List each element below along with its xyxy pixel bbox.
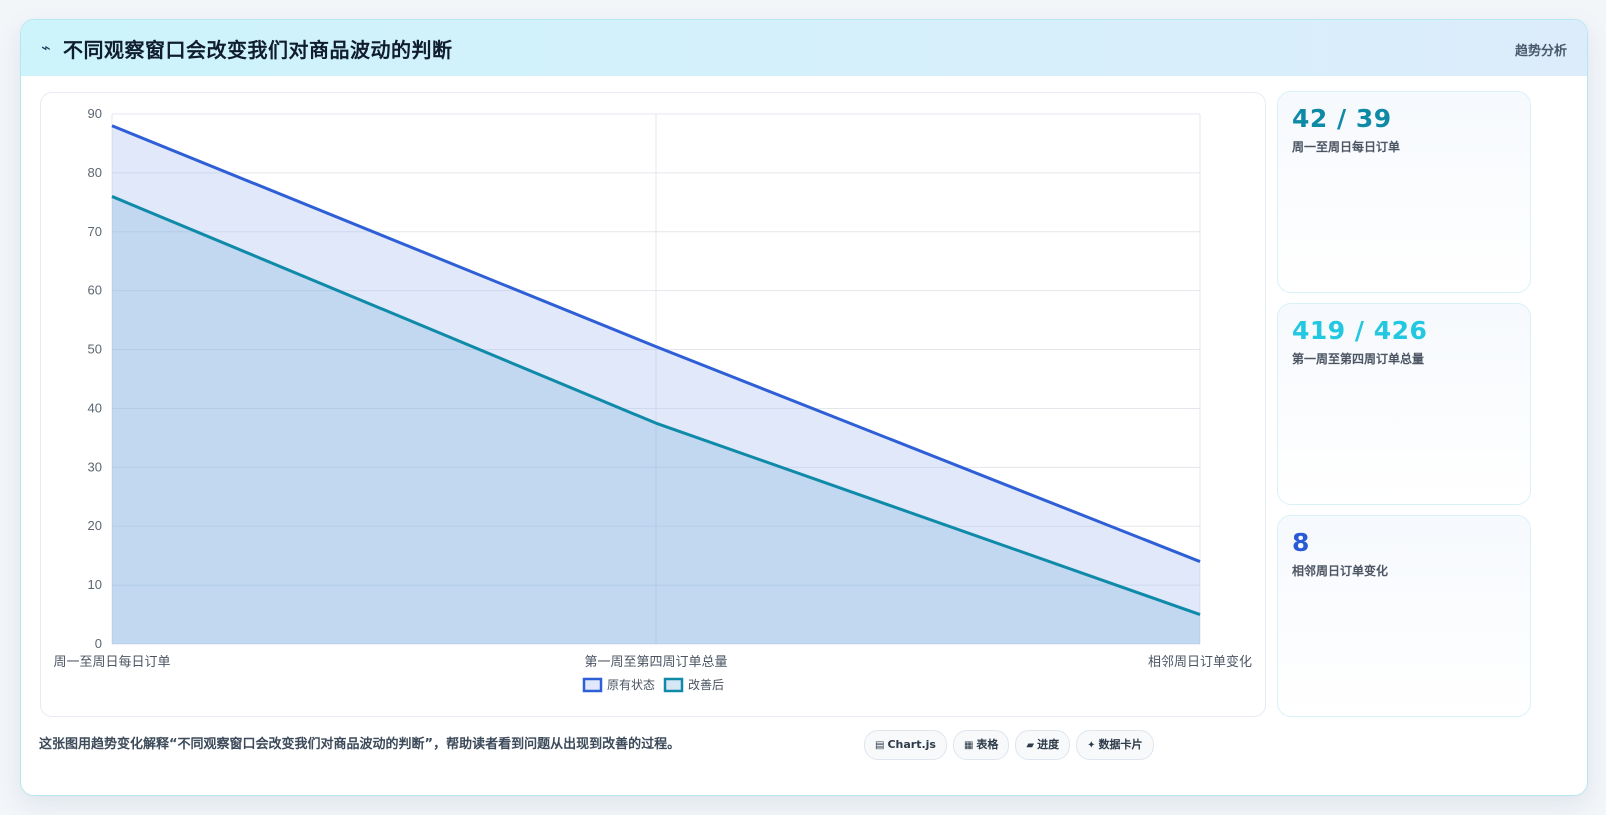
stat-value: 8 [1292, 528, 1310, 557]
y-tick-label: 90 [88, 106, 102, 121]
legend-label: 改善后 [688, 677, 724, 692]
y-tick-label: 70 [88, 224, 102, 239]
y-tick-label: 30 [88, 459, 102, 474]
series-line-2 [111, 195, 1201, 616]
legend-label: 原有状态 [607, 678, 655, 692]
y-tick-label: 80 [88, 165, 102, 180]
series-area-2 [112, 196, 1200, 644]
series-line-1 [111, 124, 1201, 563]
stat-card-weekly-totals: 419 / 426 第一周至第四周订单总量 [1277, 303, 1531, 505]
stat-value: 419 / 426 [1292, 316, 1428, 345]
stat-card-sunday-change: 8 相邻周日订单变化 [1277, 515, 1531, 717]
chip-label: Chart.js [887, 738, 936, 751]
x-tick-label: 第一周至第四周订单总量 [584, 655, 727, 670]
chip-label: 表格 [976, 738, 999, 751]
progress-icon: ▰ [1026, 740, 1035, 751]
x-tick-label: 周一至周日每日订单 [53, 654, 170, 670]
area-chart: 0 10 20 30 40 50 60 70 80 90 周一至周日每日订单 第一周至第四周订单总量 相… [53, 106, 1252, 693]
chip-progress[interactable]: ▰ 进度 [1015, 730, 1071, 760]
stat-card-daily-orders: 42 / 39 周一至周日每日订单 [1277, 91, 1531, 293]
stat-label: 第一周至第四周订单总量 [1292, 352, 1425, 366]
chart-description: 这张图用趋势变化解释“不同观察窗口会改变我们对商品波动的判断”，帮助读者看到问题… [39, 737, 681, 752]
chip-table[interactable]: ▦ 表格 [952, 730, 1010, 760]
data-card-icon: ✦ [1087, 740, 1096, 751]
chart-panel: 0 10 20 30 40 50 60 70 80 90 周一至周日每日订单 第一周至第四周订单总量 相… [40, 92, 1266, 717]
stat-label: 相邻周日订单变化 [1292, 564, 1389, 578]
y-tick-label: 0 [95, 636, 102, 651]
stat-value: 42 / 39 [1292, 104, 1392, 133]
series-area-1 [112, 125, 1200, 645]
y-tick-label: 60 [88, 283, 102, 298]
trend-analysis-tag: 趋势分析 [1514, 44, 1567, 59]
legend-swatch [582, 677, 603, 693]
stat-label: 周一至周日每日订单 [1292, 140, 1401, 154]
x-tick-label: 相邻周日订单变化 [1148, 654, 1252, 670]
legend-swatch [663, 677, 684, 693]
card-header: ⌁ 不同观察窗口会改变我们对商品波动的判断 趋势分析 [21, 20, 1587, 76]
tech-chips: ▤ Chart.js ▦ 表格 ▰ 进度 ✦ 数据卡片 [864, 730, 1160, 760]
y-tick-label: 50 [88, 342, 102, 357]
main-card: ⌁ 不同观察窗口会改变我们对商品波动的判断 趋势分析 0 10 20 30 40 50 60… [20, 19, 1588, 796]
table-icon: ▦ [963, 740, 974, 751]
y-tick-label: 40 [88, 400, 102, 415]
y-tick-label: 20 [88, 518, 102, 533]
chip-data-card[interactable]: ✦ 数据卡片 [1076, 730, 1154, 760]
chart-icon: ▤ [875, 740, 885, 751]
chip-label: 进度 [1037, 738, 1060, 751]
chip-chartjs[interactable]: ▤ Chart.js [864, 730, 947, 760]
page-title: 不同观察窗口会改变我们对商品波动的判断 [63, 38, 453, 62]
sparkline-icon: ⌁ [41, 38, 51, 57]
chip-label: 数据卡片 [1098, 738, 1143, 751]
y-tick-label: 10 [88, 577, 102, 592]
